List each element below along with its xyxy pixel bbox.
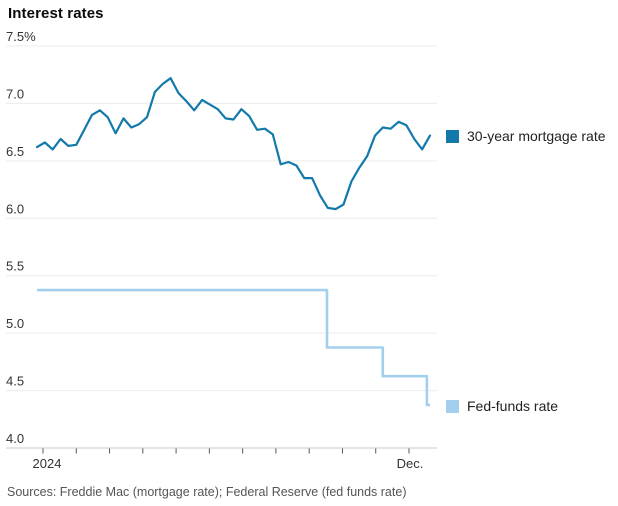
- mortgage-line: [35, 77, 432, 211]
- y-tick-label: 7.0: [6, 86, 24, 101]
- y-tick-label: 5.5: [6, 259, 24, 274]
- x-axis-label-year: 2024: [33, 456, 62, 471]
- y-tick-label: 6.5: [6, 144, 24, 159]
- legend-mortgage: 30-year mortgage rate: [446, 128, 606, 144]
- legend-fed: Fed-funds rate: [446, 398, 558, 414]
- y-tick-label: 6.0: [6, 201, 24, 216]
- source-note: Sources: Freddie Mac (mortgage rate); Fe…: [7, 485, 407, 499]
- y-tick-label: 4.5: [6, 374, 24, 389]
- y-tick-label: 7.5%: [6, 29, 36, 44]
- mortgage-legend-label: 30-year mortgage rate: [467, 128, 606, 144]
- y-tick-label: 4.0: [6, 431, 24, 446]
- x-axis-label-end: Dec.: [397, 456, 424, 471]
- fed-legend-label: Fed-funds rate: [467, 398, 559, 414]
- fed-legend-swatch: [446, 399, 459, 413]
- y-tick-label: 5.0: [6, 316, 24, 331]
- mortgage-legend-swatch: [446, 129, 459, 143]
- chart-title: Interest rates: [8, 5, 104, 22]
- fed-funds-line: [37, 288, 430, 407]
